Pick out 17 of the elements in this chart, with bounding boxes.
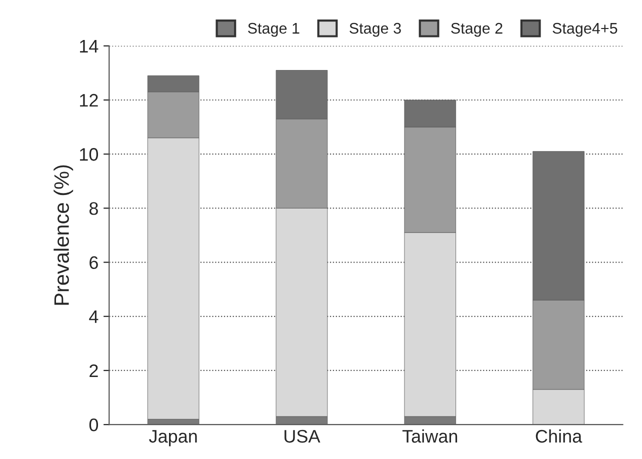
legend-label: Stage 3 xyxy=(350,22,401,37)
y-tick-label: 6 xyxy=(90,256,98,270)
y-tick-label: 14 xyxy=(80,40,98,52)
x-tick-label: China xyxy=(536,429,582,443)
y-tick-label: 12 xyxy=(80,94,98,107)
y-tick-label: 8 xyxy=(89,202,98,215)
legend-label: Stage 1 xyxy=(248,22,300,37)
legend-label: Stage 2 xyxy=(451,22,502,37)
x-tick-label: Taiwan xyxy=(402,429,458,443)
y-tick-label: 0 xyxy=(89,418,98,432)
legend-label: Stage4+5 xyxy=(552,22,618,37)
y-tick-label: 10 xyxy=(80,148,98,161)
y-tick-label: 2 xyxy=(90,364,98,378)
x-tick-label: USA xyxy=(284,430,320,443)
y-axis-title: Prevalence (%) xyxy=(54,165,74,305)
x-tick-label: Japan xyxy=(149,430,197,446)
y-tick-label: 4 xyxy=(89,310,98,323)
